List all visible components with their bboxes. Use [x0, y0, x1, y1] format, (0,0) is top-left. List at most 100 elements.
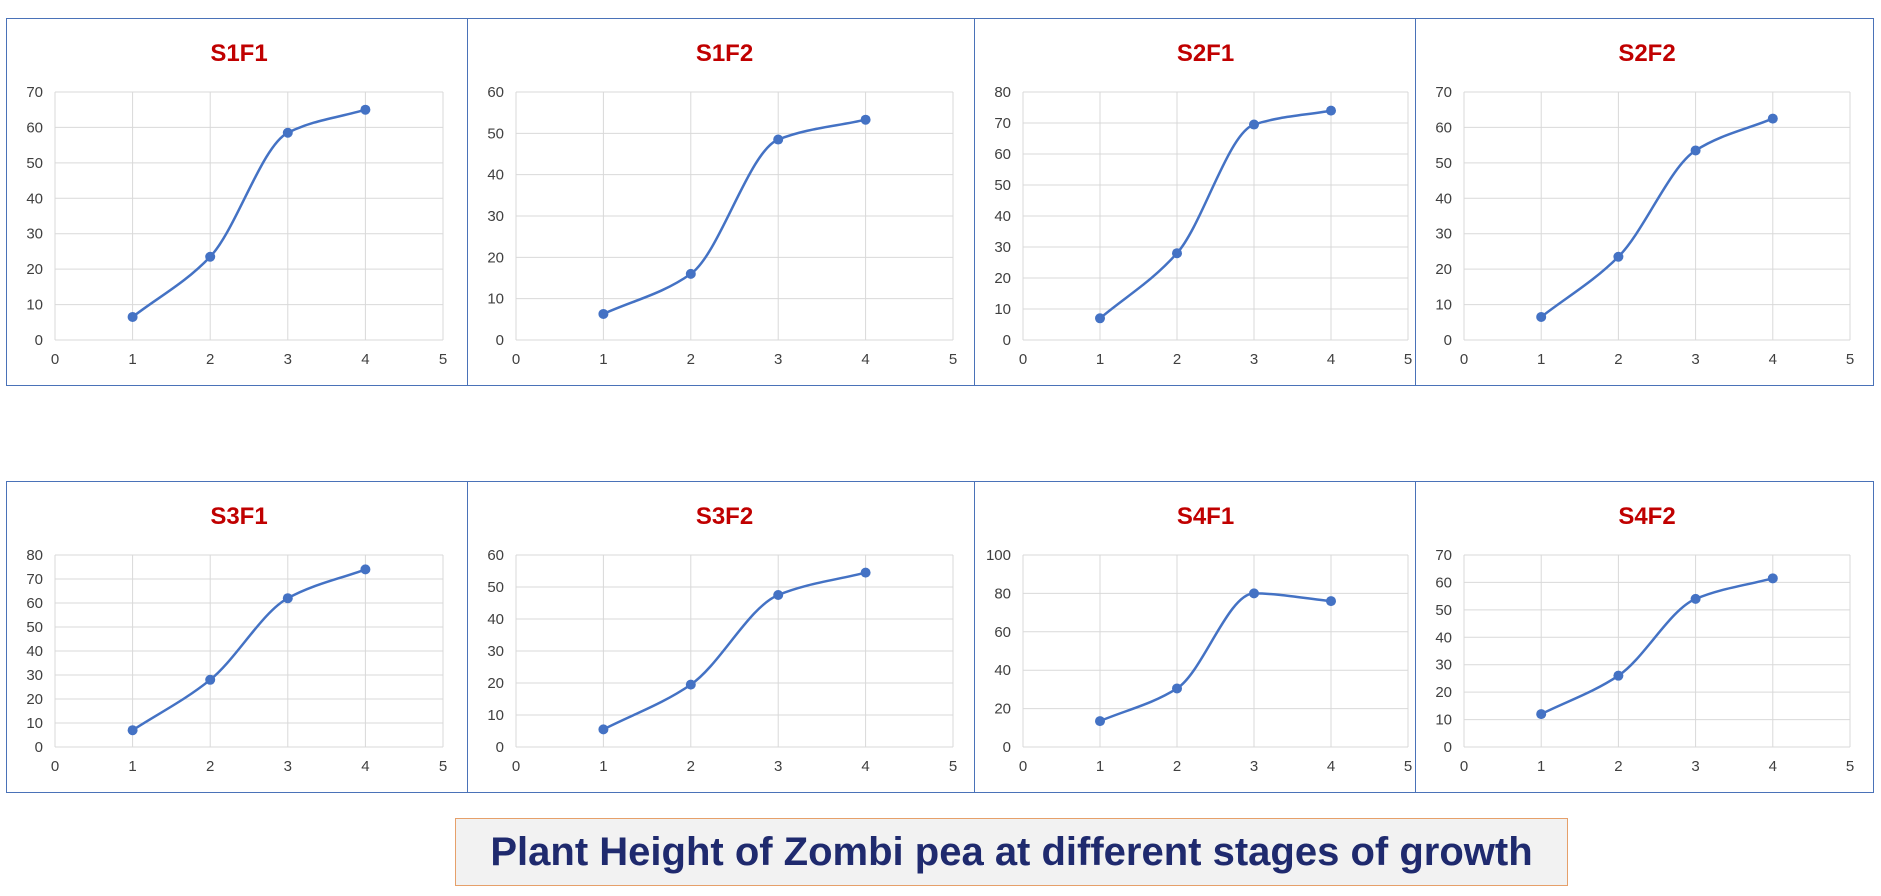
- x-tick-label: 0: [1019, 351, 1027, 368]
- y-tick-label: 20: [994, 701, 1011, 718]
- chart-svg: S1F1 0 10 20 30 40 50 60 70 0 1 2 3 4 5: [26, 40, 447, 368]
- x-tick-label: 0: [512, 351, 520, 368]
- chart-svg: S4F1 0 20 40 60 80 100 0 1 2 3 4 5: [986, 503, 1412, 775]
- chart-svg: S4F2 0 10 20 30 40 50 60 70 0 1 2 3 4 5: [1435, 503, 1854, 775]
- y-tick-label: 10: [994, 301, 1011, 318]
- x-tick-label: 4: [1769, 758, 1777, 775]
- series-line: [131, 568, 366, 732]
- x-tick-label: 5: [439, 758, 447, 775]
- y-tick-label: 50: [1435, 155, 1452, 172]
- x-tick-label: 4: [1327, 351, 1335, 368]
- x-tick-label: 2: [206, 758, 214, 775]
- data-point: [773, 590, 784, 600]
- y-tick-label: 30: [26, 226, 43, 243]
- y-tick-label: 30: [487, 208, 504, 225]
- data-point: [598, 308, 609, 319]
- y-tick-label: 70: [26, 571, 43, 588]
- y-tick-label: 20: [487, 249, 504, 266]
- series-line: [1540, 577, 1774, 716]
- y-tick-label: 30: [487, 643, 504, 660]
- x-tick-label: 1: [1537, 758, 1545, 775]
- data-point: [205, 674, 216, 685]
- y-tick-label: 10: [1435, 297, 1452, 314]
- y-tick-label: 0: [1003, 332, 1011, 349]
- chart-svg: S2F1 0 10 20 30 40 50 60 70 80 0 1 2 3 4 5: [994, 40, 1412, 368]
- data-point: [1172, 248, 1182, 259]
- x-tick-label: 5: [949, 351, 957, 368]
- y-tick-label: 60: [26, 595, 43, 612]
- y-tick-label: 20: [1435, 684, 1452, 701]
- x-tick-label: 0: [512, 758, 520, 775]
- y-tick-label: 20: [26, 261, 43, 278]
- x-tick-label: 2: [687, 758, 695, 775]
- x-tick-label: 2: [1173, 351, 1181, 368]
- y-tick-label: 60: [487, 547, 504, 564]
- data-point: [282, 593, 293, 604]
- chart-title: S3F2: [696, 503, 753, 530]
- data-point: [1095, 716, 1105, 727]
- y-tick-label: 30: [26, 667, 43, 684]
- y-tick-label: 30: [1435, 657, 1452, 674]
- x-tick-label: 3: [774, 351, 782, 368]
- data-point: [1249, 588, 1259, 599]
- x-tick-label: 5: [1846, 351, 1854, 368]
- x-tick-label: 3: [1250, 758, 1258, 775]
- x-tick-label: 1: [1537, 351, 1545, 368]
- chart-title: S1F2: [696, 40, 753, 67]
- series-line: [602, 118, 866, 316]
- data-point: [1095, 313, 1105, 324]
- x-tick-label: 4: [1769, 351, 1777, 368]
- chart-svg: S1F2 0 10 20 30 40 50 60 0 1 2 3 4 5: [487, 40, 957, 368]
- data-point: [1536, 311, 1547, 322]
- data-point: [360, 104, 371, 115]
- y-tick-label: 50: [487, 125, 504, 142]
- data-point: [282, 127, 293, 138]
- y-tick-label: 0: [1444, 332, 1452, 349]
- x-tick-label: 5: [1404, 351, 1412, 368]
- chart-title: S4F2: [1618, 503, 1675, 530]
- x-tick-label: 0: [1460, 351, 1468, 368]
- x-tick-label: 4: [861, 351, 869, 368]
- data-point: [1249, 119, 1259, 130]
- chart-panel-s1f2: S1F2 0 10 20 30 40 50 60 0 1 2 3 4 5: [467, 18, 976, 386]
- figure-caption: Plant Height of Zombi pea at different s…: [490, 829, 1533, 874]
- y-tick-label: 80: [994, 585, 1011, 602]
- x-tick-label: 1: [599, 758, 607, 775]
- y-tick-label: 0: [35, 739, 43, 756]
- x-tick-label: 1: [128, 758, 136, 775]
- y-tick-label: 40: [487, 611, 504, 628]
- y-tick-label: 10: [26, 297, 43, 314]
- x-tick-label: 5: [1846, 758, 1854, 775]
- data-point: [1767, 113, 1778, 124]
- x-tick-label: 1: [128, 351, 136, 368]
- data-point: [1326, 105, 1336, 116]
- x-tick-label: 0: [1019, 758, 1027, 775]
- y-tick-label: 60: [994, 146, 1011, 163]
- y-tick-label: 70: [26, 84, 43, 101]
- y-tick-label: 40: [994, 208, 1011, 225]
- x-tick-label: 3: [284, 351, 292, 368]
- x-tick-label: 1: [599, 351, 607, 368]
- chart-title: S3F1: [210, 503, 267, 530]
- data-point: [1172, 683, 1182, 694]
- figure-caption-box: Plant Height of Zombi pea at different s…: [455, 818, 1568, 886]
- y-tick-label: 50: [26, 619, 43, 636]
- chart-title: S1F1: [210, 40, 267, 67]
- y-tick-label: 70: [1435, 547, 1452, 564]
- x-tick-label: 2: [1173, 758, 1181, 775]
- chart-panel-s3f1: S3F1 0 10 20 30 40 50 60 70 80 0 1 2 3 4 5: [6, 481, 469, 793]
- y-tick-label: 80: [994, 84, 1011, 101]
- x-tick-label: 4: [361, 758, 369, 775]
- y-tick-label: 100: [986, 547, 1011, 564]
- data-point: [1326, 596, 1336, 607]
- y-tick-label: 60: [26, 119, 43, 136]
- x-tick-label: 3: [1691, 758, 1699, 775]
- x-tick-label: 5: [439, 351, 447, 368]
- x-tick-label: 4: [1327, 758, 1335, 775]
- y-tick-label: 20: [26, 691, 43, 708]
- y-tick-label: 60: [994, 624, 1011, 641]
- y-tick-label: 10: [487, 291, 504, 308]
- chart-panel-s2f1: S2F1 0 10 20 30 40 50 60 70 80 0 1 2 3 4 5: [974, 18, 1417, 386]
- y-tick-label: 40: [994, 662, 1011, 679]
- data-point: [598, 724, 609, 735]
